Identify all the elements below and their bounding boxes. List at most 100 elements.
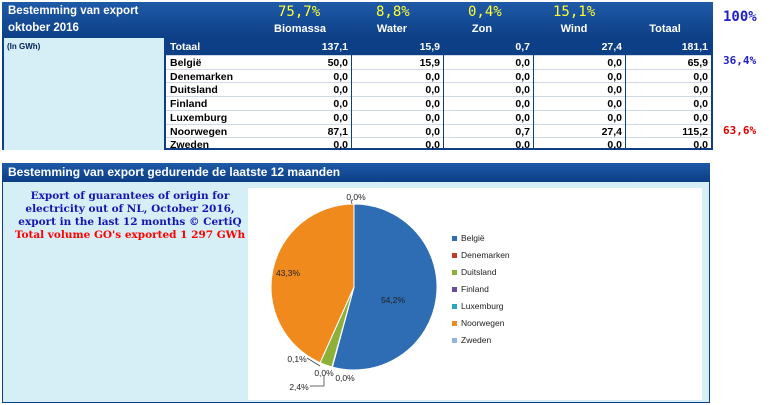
row-label-panel xyxy=(2,38,166,150)
data-label: 0,1% xyxy=(287,354,307,364)
legend-label: Finland xyxy=(461,284,489,294)
caption-total: Total volume GO's exported 1 297 GWh xyxy=(14,229,246,241)
table-row: Noorwegen 87,1 0,0 0,7 27,4 115,2 xyxy=(166,123,711,139)
legend-swatch xyxy=(452,338,457,343)
table-row-total: Totaal 137,1 15,9 0,7 27,4 181,1 xyxy=(166,40,711,55)
row-label: België xyxy=(170,57,202,69)
table-cell: 0,0 xyxy=(425,125,440,138)
table-row: Duitsland 0,0 0,0 0,0 0,0 0,0 xyxy=(166,82,711,97)
table-cell: 0,0 xyxy=(333,98,348,111)
table-cell: 65,9 xyxy=(687,57,708,69)
caption-line-2: electricity out of NL, October 2016, xyxy=(25,203,235,215)
data-label: 43,3% xyxy=(276,268,301,278)
legend-swatch xyxy=(452,253,457,258)
col-water: Water xyxy=(376,23,408,35)
table-cell: 50,0 xyxy=(327,57,348,69)
col-biomassa: Biomassa xyxy=(274,23,326,35)
table-cell: 0,0 xyxy=(693,111,708,124)
legend-label: België xyxy=(461,233,485,243)
pie-chart: 54,2%0,1%2,4%0,0% 0,0%43,3%0,0%BelgiëDene… xyxy=(270,192,510,392)
caption-line-3: export in the last 12 months © CertiQ xyxy=(18,216,242,228)
total-totaal: 181,1 xyxy=(681,41,708,53)
legend-label: Duitsland xyxy=(461,267,497,277)
table-cell: 0,0 xyxy=(515,98,530,111)
table-cell: 0,0 xyxy=(333,139,348,152)
side-noorwegen-pct: 63,6% xyxy=(723,124,757,137)
table-cell: 0,0 xyxy=(425,111,440,124)
legend-label: Denemarken xyxy=(461,250,510,260)
table-cell: 0,0 xyxy=(693,98,708,111)
table-cell: 0,0 xyxy=(515,57,530,69)
pie-slice-5 xyxy=(270,203,355,364)
row-label: Noorwegen xyxy=(170,125,228,138)
legend-swatch xyxy=(452,236,457,241)
table-cell: 0,0 xyxy=(693,70,708,83)
table-cell: 0,0 xyxy=(515,70,530,83)
table-cell: 0,0 xyxy=(607,84,622,97)
legend-swatch xyxy=(452,304,457,309)
legend-label: Luxemburg xyxy=(461,301,504,311)
total-zon: 0,7 xyxy=(515,41,530,53)
data-label: 0,0% xyxy=(346,192,366,202)
total-wind: 27,4 xyxy=(601,41,622,53)
table-subtitle: oktober 2016 xyxy=(8,22,79,34)
table-cell: 0,0 xyxy=(425,139,440,152)
chart-caption: Export of guarantees of origin for elect… xyxy=(8,190,252,242)
table-cell: 0,0 xyxy=(607,111,622,124)
table-cell: 0,0 xyxy=(425,98,440,111)
table-header: Bestemming van export oktober 2016 75,7%… xyxy=(2,2,713,38)
column-divider xyxy=(625,40,626,148)
table-cell: 0,0 xyxy=(333,84,348,97)
col-totaal: Totaal xyxy=(649,23,681,35)
table-cell: 0,0 xyxy=(333,111,348,124)
row-label: Duitsland xyxy=(170,84,218,97)
table-cell: 0,0 xyxy=(693,84,708,97)
table-cell: 0,0 xyxy=(607,139,622,152)
row-label: Denemarken xyxy=(170,70,234,83)
row-label: Zweden xyxy=(170,139,210,152)
chart-panel-title: Bestemming van export gedurende de laats… xyxy=(2,163,710,181)
table-cell: 0,0 xyxy=(607,57,622,69)
table-cell: 0,0 xyxy=(515,84,530,97)
total-water: 15,9 xyxy=(419,41,440,53)
pct-water: 8,8% xyxy=(376,4,410,20)
pct-wind: 15,1% xyxy=(553,4,596,20)
side-total-pct: 100% xyxy=(723,9,757,25)
table-row: Denemarken 0,0 0,0 0,0 0,0 0,0 xyxy=(166,68,711,84)
table-cell: 87,1 xyxy=(327,125,348,138)
row-label: Luxemburg xyxy=(170,111,228,124)
col-zon: Zon xyxy=(471,23,493,35)
data-label: 0,0% xyxy=(335,373,355,383)
unit-label: (In GWh) xyxy=(7,42,41,51)
pct-zon: 0,4% xyxy=(468,4,502,20)
legend-swatch xyxy=(452,287,457,292)
table-title: Bestemming van export xyxy=(8,5,139,17)
table-row: België 50,0 15,9 0,0 0,0 65,9 xyxy=(166,55,711,70)
row-label: Finland xyxy=(170,98,208,111)
table-cell: 27,4 xyxy=(601,125,622,138)
table-cell: 115,2 xyxy=(682,125,708,138)
table-cell: 0,0 xyxy=(515,139,530,152)
pie-slice-0 xyxy=(331,203,438,371)
legend-swatch xyxy=(452,321,457,326)
table-cell: 0,0 xyxy=(607,70,622,83)
column-divider xyxy=(533,40,534,148)
total-label: Totaal xyxy=(170,41,201,53)
column-divider xyxy=(351,40,352,148)
data-table: Totaal 137,1 15,9 0,7 27,4 181,1 België 5… xyxy=(164,38,713,152)
col-wind: Wind xyxy=(560,23,588,35)
caption-line-1: Export of guarantees of origin for xyxy=(30,190,230,202)
pct-biomassa: 75,7% xyxy=(278,4,321,20)
table-row: Zweden 0,0 0,0 0,0 0,0 0,0 xyxy=(166,137,711,152)
table-cell: 0,0 xyxy=(425,84,440,97)
table-cell: 0,0 xyxy=(693,139,708,152)
table-cell: 0,0 xyxy=(333,70,348,83)
data-label: 2,4% xyxy=(289,382,309,392)
legend-swatch xyxy=(452,270,457,275)
legend-label: Zweden xyxy=(461,335,492,345)
table-cell: 0,0 xyxy=(425,70,440,83)
data-label: 54,2% xyxy=(381,295,406,305)
table-row: Finland 0,0 0,0 0,0 0,0 0,0 xyxy=(166,96,711,111)
table-cell: 15,9 xyxy=(419,57,440,69)
leader-line xyxy=(306,357,321,367)
